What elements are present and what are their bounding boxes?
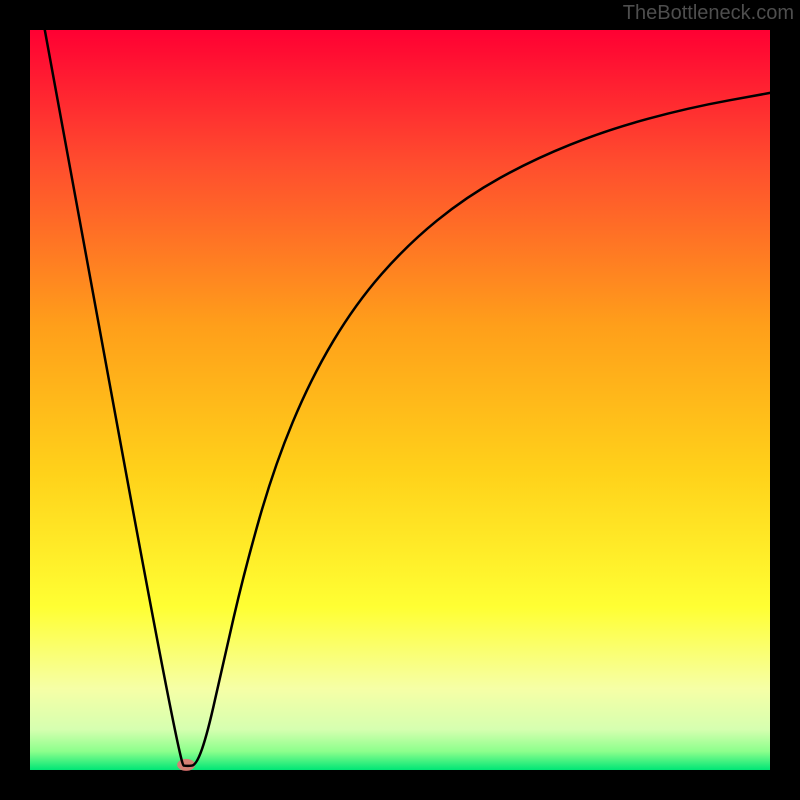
bottleneck-chart: TheBottleneck.com [0,0,800,800]
chart-plot-background [30,30,770,770]
watermark-text: TheBottleneck.com [623,2,794,25]
chart-svg [0,0,800,800]
